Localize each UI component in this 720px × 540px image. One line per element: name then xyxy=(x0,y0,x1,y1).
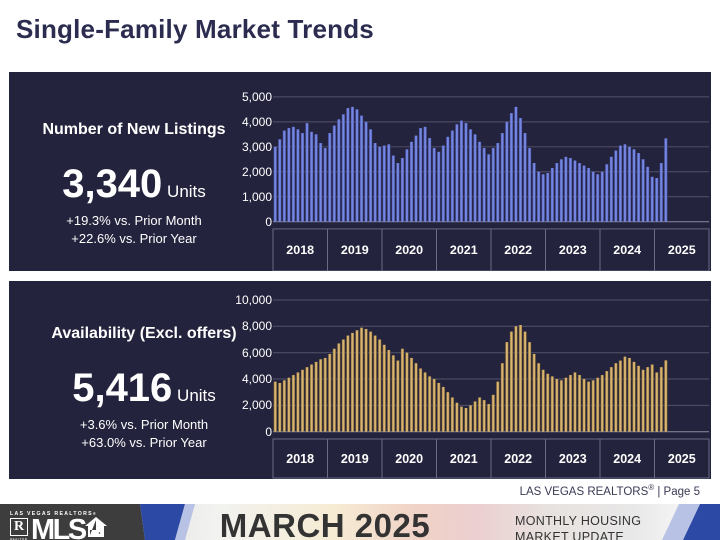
svg-text:2022: 2022 xyxy=(504,452,532,466)
svg-text:2022: 2022 xyxy=(504,243,532,257)
svg-text:2024: 2024 xyxy=(613,452,641,466)
svg-text:2018: 2018 xyxy=(286,243,314,257)
svg-text:2023: 2023 xyxy=(559,452,587,466)
svg-text:2023: 2023 xyxy=(559,243,587,257)
svg-text:2021: 2021 xyxy=(450,452,478,466)
svg-text:2024: 2024 xyxy=(613,243,641,257)
svg-text:2019: 2019 xyxy=(341,452,369,466)
svg-text:2020: 2020 xyxy=(395,452,423,466)
svg-text:2019: 2019 xyxy=(341,243,369,257)
svg-text:2018: 2018 xyxy=(286,452,314,466)
svg-text:2025: 2025 xyxy=(668,243,696,257)
svg-text:2021: 2021 xyxy=(450,243,478,257)
svg-text:2020: 2020 xyxy=(395,243,423,257)
svg-text:2025: 2025 xyxy=(668,452,696,466)
